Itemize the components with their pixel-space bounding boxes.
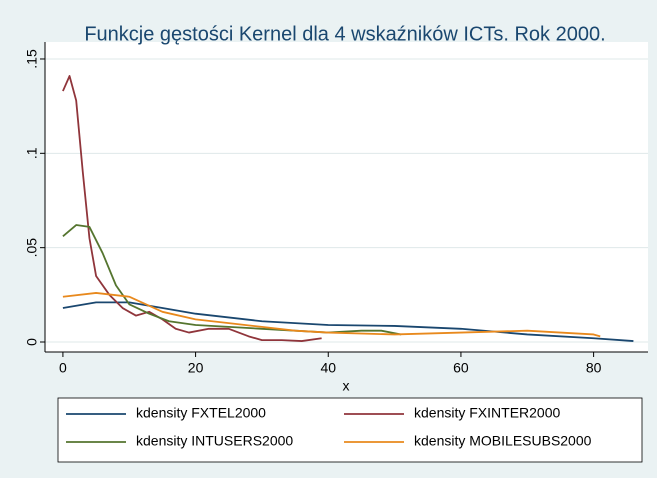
x-tick-label: 0 <box>59 360 67 376</box>
series-line <box>62 292 601 338</box>
legend-label: kdensity MOBILESUBS2000 <box>414 433 592 449</box>
y-tick-label: .15 <box>24 49 40 69</box>
y-tick-label: .1 <box>24 147 40 159</box>
x-tick-label: 20 <box>188 360 204 376</box>
x-tick-label: 80 <box>586 360 602 376</box>
series-line <box>62 224 402 336</box>
plot-area <box>45 42 648 352</box>
x-tick-label: 40 <box>320 360 336 376</box>
legend <box>57 397 643 463</box>
series-line <box>62 301 634 342</box>
legend-label: kdensity INTUSERS2000 <box>136 433 293 449</box>
chart-title: Funkcje gęstości Kernel dla 4 wskaźników… <box>84 23 605 45</box>
y-tick-label: 0 <box>24 338 40 346</box>
x-tick-label: 60 <box>453 360 469 376</box>
y-tick-label: .05 <box>24 238 40 258</box>
x-axis-label: x <box>343 378 350 394</box>
legend-label: kdensity FXINTER2000 <box>414 405 560 421</box>
legend-label: kdensity FXTEL2000 <box>136 405 266 421</box>
